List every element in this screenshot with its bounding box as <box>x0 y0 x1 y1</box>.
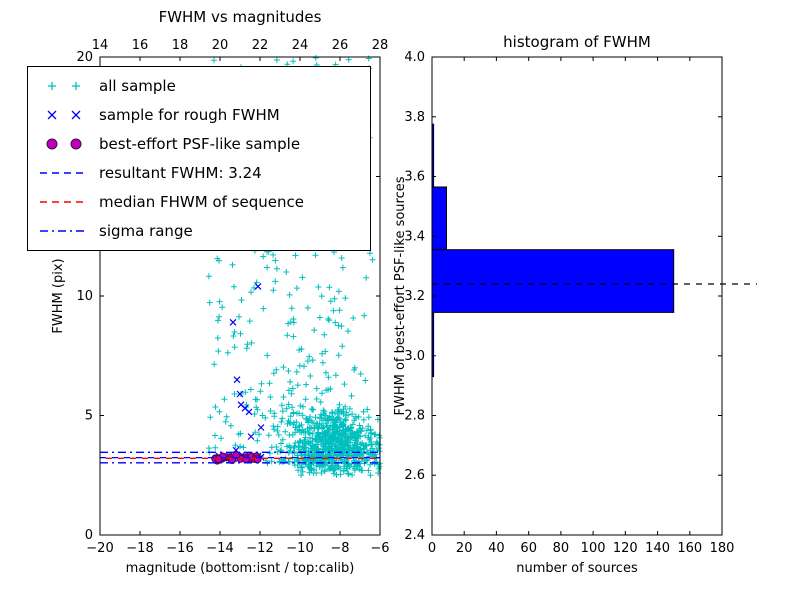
histogram-bar <box>431 186 447 251</box>
right-axes: 0 20 40 60 80 100 120 140 160 180 2.4 2.6 2.8 3.0 3.2 3… <box>404 50 734 556</box>
left-axes: −20 14 −18 16 −16 18 −14 20 −12 22 −10 24 −8 26 −6 28 0 5… <box>76 38 389 556</box>
tick-label: −8 <box>330 541 349 556</box>
left-plot-xlabel: magnitude (bottom:isnt / top:calib) <box>126 561 355 576</box>
legend-entry-psf-sample: best-effort PSF-like sample <box>38 133 360 155</box>
tick-label: 10 <box>76 289 93 304</box>
psf-point <box>242 455 250 464</box>
tick-label: 100 <box>581 541 606 556</box>
tick-label: 24 <box>292 38 309 53</box>
tick-label: 2.4 <box>404 528 425 543</box>
tick-label: −18 <box>126 541 153 556</box>
legend-marker-circle-icon <box>46 138 82 150</box>
legend-entry-median-fwhm: median FHWM of sequence <box>38 191 360 213</box>
histogram-bar <box>431 249 675 313</box>
right-plot-xlabel: number of sources <box>516 561 638 576</box>
tick-label: 20 <box>456 541 473 556</box>
tick-label: 0 <box>428 541 436 556</box>
legend-label: best-effort PSF-like sample <box>99 135 301 153</box>
psf-point <box>214 455 223 463</box>
tick-label: 120 <box>613 541 638 556</box>
legend-label: sample for rough FWHM <box>99 106 280 124</box>
tick-label: 26 <box>332 38 349 53</box>
tick-label: 2.8 <box>404 409 425 424</box>
tick-label: 60 <box>520 541 537 556</box>
tick-label: 160 <box>677 541 702 556</box>
legend-label: resultant FWHM: 3.24 <box>99 164 262 182</box>
plots-render-root: −20 14 −18 16 −16 18 −14 20 −12 22 −10 24 −8 26 −6 28 0 5… <box>76 38 757 556</box>
legend-marker-plus-icon <box>48 82 80 90</box>
tick-label: 28 <box>372 38 389 53</box>
left-plot-title: FWHM vs magnitudes <box>159 8 322 26</box>
tick-label: −14 <box>206 541 233 556</box>
tick-label: −12 <box>246 541 273 556</box>
legend-entry-resultant-fwhm: resultant FWHM: 3.24 <box>38 162 360 184</box>
legend-marker-dashed-line-red-icon <box>40 201 88 203</box>
legend-entry-sigma-range: sigma range <box>38 220 360 242</box>
legend-label: median FHWM of sequence <box>99 193 304 211</box>
tick-label: 3.6 <box>404 170 425 185</box>
legend-entry-rough-fwhm: sample for rough FWHM <box>38 104 360 126</box>
tick-label: −10 <box>286 541 313 556</box>
legend-label: all sample <box>99 77 176 95</box>
tick-label: 22 <box>252 38 269 53</box>
right-plot-title: histogram of FWHM <box>503 33 651 51</box>
tick-label: 3.2 <box>404 289 425 304</box>
tick-label: 180 <box>710 541 735 556</box>
tick-label: −16 <box>166 541 193 556</box>
tick-label: 2.6 <box>404 468 425 483</box>
tick-label: 0 <box>85 528 93 543</box>
legend: all sample sample for rough FWHM best-ef… <box>27 66 371 251</box>
left-plot-ylabel: FWHM (pix) <box>51 258 66 333</box>
histogram-bars <box>431 123 675 378</box>
tick-label: −20 <box>86 541 113 556</box>
tick-label: 40 <box>488 541 505 556</box>
tick-label: 20 <box>212 38 229 53</box>
legend-marker-x-icon <box>47 110 81 120</box>
right-plot-ylabel: FWHM of best-effort PSF-like sources <box>393 176 408 415</box>
tick-label: 20 <box>76 50 93 65</box>
tick-label: 3.0 <box>404 349 425 364</box>
legend-label: sigma range <box>99 222 193 240</box>
tick-label: 16 <box>132 38 149 53</box>
fwhm-reference-lines <box>100 451 380 464</box>
tick-label: 4.0 <box>404 50 425 65</box>
tick-label: 140 <box>645 541 670 556</box>
tick-label: 3.8 <box>404 110 425 125</box>
tick-label: 14 <box>92 38 109 53</box>
tick-label: 18 <box>172 38 189 53</box>
tick-label: 80 <box>553 541 570 556</box>
legend-marker-dashed-line-blue-icon <box>40 172 88 174</box>
psf-point <box>253 455 262 464</box>
legend-marker-dashdot-line-icon <box>40 230 88 232</box>
tick-label: −6 <box>370 541 389 556</box>
legend-entry-all-sample: all sample <box>38 75 360 97</box>
tick-label: 3.4 <box>404 229 425 244</box>
tick-label: 5 <box>85 409 93 424</box>
